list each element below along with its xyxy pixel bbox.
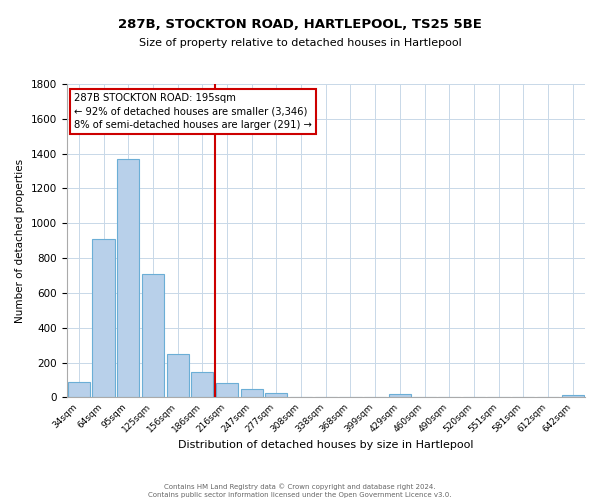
Bar: [117, 159, 139, 398]
Bar: [265, 392, 287, 398]
Bar: [167, 354, 189, 398]
Text: 287B, STOCKTON ROAD, HARTLEPOOL, TS25 5BE: 287B, STOCKTON ROAD, HARTLEPOOL, TS25 5B…: [118, 18, 482, 30]
Bar: [216, 382, 238, 398]
Bar: [562, 395, 584, 398]
Bar: [142, 274, 164, 398]
Text: Contains HM Land Registry data © Crown copyright and database right 2024.
Contai: Contains HM Land Registry data © Crown c…: [148, 483, 452, 498]
Bar: [241, 389, 263, 398]
Bar: [92, 239, 115, 398]
Text: Size of property relative to detached houses in Hartlepool: Size of property relative to detached ho…: [139, 38, 461, 48]
Y-axis label: Number of detached properties: Number of detached properties: [15, 158, 25, 323]
Bar: [389, 394, 411, 398]
Bar: [68, 382, 90, 398]
Text: 287B STOCKTON ROAD: 195sqm
← 92% of detached houses are smaller (3,346)
8% of se: 287B STOCKTON ROAD: 195sqm ← 92% of deta…: [74, 94, 312, 130]
Bar: [191, 372, 214, 398]
X-axis label: Distribution of detached houses by size in Hartlepool: Distribution of detached houses by size …: [178, 440, 473, 450]
